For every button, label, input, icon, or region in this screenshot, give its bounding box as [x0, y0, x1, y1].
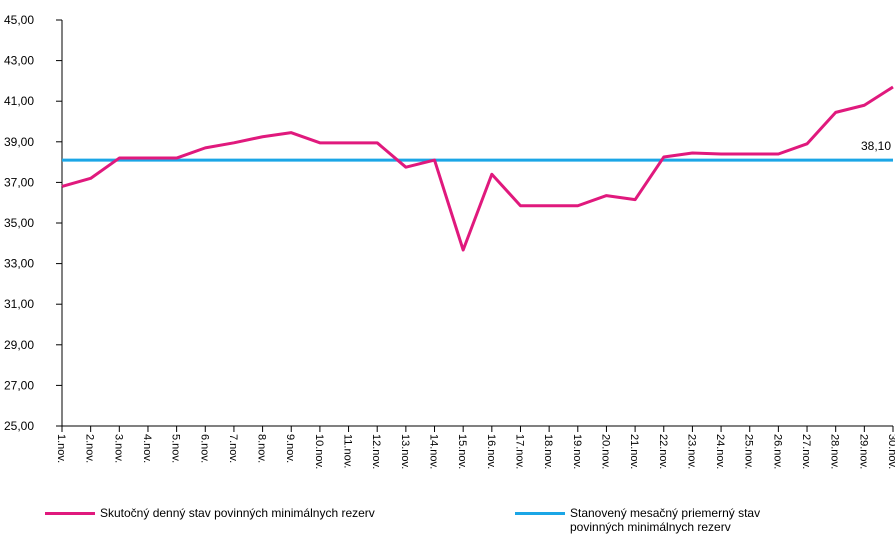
- y-tick-label: 33,00: [4, 257, 34, 271]
- x-tick-label: 23.nov.: [685, 434, 697, 469]
- x-tick-label: 27.nov.: [800, 434, 812, 469]
- x-tick-label: 9.nov.: [284, 434, 296, 463]
- x-tick-label: 16.nov.: [485, 434, 497, 469]
- x-tick-label: 24.nov.: [714, 434, 726, 469]
- y-tick-label: 43,00: [4, 54, 34, 68]
- y-tick-label: 41,00: [4, 94, 34, 108]
- x-tick-label: 4.nov.: [141, 434, 153, 463]
- y-tick-label: 29,00: [4, 338, 34, 352]
- y-tick-label: 45,00: [4, 13, 34, 27]
- x-tick-label: 20.nov.: [599, 434, 611, 469]
- x-tick-label: 30.nov.: [886, 434, 895, 469]
- series-line: [61, 85, 894, 252]
- x-tick-label: 28.nov.: [829, 434, 841, 469]
- legend-swatch: [515, 512, 565, 515]
- y-tick-label: 25,00: [4, 419, 34, 433]
- legend-label: Skutočný denný stav povinných minimálnyc…: [100, 506, 375, 520]
- chart: 25,00 27,00 29,00 31,00 33,00 35,00 37,00 39,00…: [4, 13, 895, 469]
- x-tick-label: 19.nov.: [571, 434, 583, 469]
- x-tick-label: 11.nov.: [342, 434, 354, 468]
- x-tick-label: 17.nov.: [513, 434, 525, 469]
- x-tick-label: 25.nov.: [743, 434, 755, 469]
- y-tick-label: 31,00: [4, 297, 34, 311]
- y-tick-label: 39,00: [4, 135, 34, 149]
- x-tick-label: 22.nov.: [657, 434, 669, 469]
- x-tick-label: 10.nov.: [313, 434, 325, 469]
- x-tick-label: 8.nov.: [256, 434, 268, 463]
- x-tick-label: 26.nov.: [771, 434, 783, 469]
- x-tick-label: 14.nov.: [428, 434, 440, 469]
- x-tick-label: 15.nov.: [456, 434, 468, 469]
- y-tick-label: 37,00: [4, 175, 34, 189]
- data-label: 38,10: [861, 139, 891, 153]
- x-tick-label: 21.nov.: [628, 434, 640, 469]
- x-tick-label: 12.nov.: [370, 434, 382, 469]
- x-tick-label: 2.nov.: [84, 434, 96, 463]
- x-tick-label: 6.nov.: [198, 434, 210, 463]
- x-tick-label: 13.nov.: [399, 434, 411, 469]
- x-tick-label: 29.nov.: [857, 434, 869, 469]
- x-tick-label: 18.nov.: [542, 434, 554, 469]
- y-tick-label: 27,00: [4, 378, 34, 392]
- x-tick-label: 3.nov.: [112, 434, 124, 463]
- legend-label: Stanovený mesačný priemerný stav povinný…: [570, 506, 761, 534]
- y-tick-label: 35,00: [4, 216, 34, 230]
- legend-swatch: [45, 512, 95, 515]
- x-tick-label: 5.nov.: [170, 434, 182, 463]
- x-tick-label: 1.nov.: [55, 434, 67, 463]
- x-tick-label: 7.nov.: [227, 434, 239, 463]
